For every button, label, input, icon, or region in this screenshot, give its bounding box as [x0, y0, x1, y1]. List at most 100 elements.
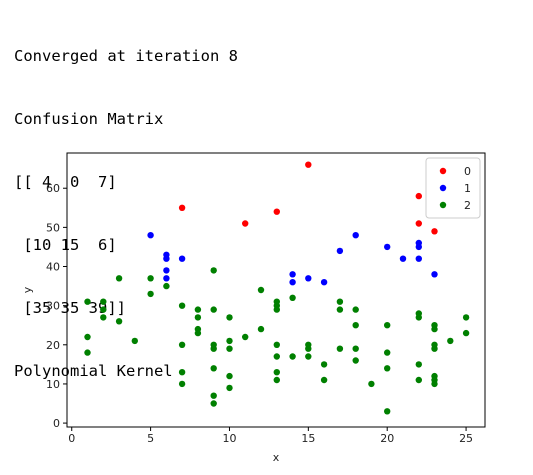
point-class-2-14 — [178, 369, 186, 376]
point-class-2-62 — [415, 314, 422, 321]
point-class-2-28 — [226, 337, 233, 345]
x-tick-label-10: 10 — [222, 432, 236, 445]
y-tick-label-10: 10 — [46, 378, 60, 391]
points-layer — [84, 161, 470, 415]
point-class-0-1 — [242, 220, 249, 227]
point-class-2-31 — [226, 384, 233, 392]
point-class-2-73 — [462, 314, 470, 321]
point-class-2-1 — [84, 333, 91, 341]
point-class-2-40 — [273, 369, 280, 376]
point-class-2-6 — [115, 275, 123, 282]
output-line-converged: Converged at iteration 8 — [14, 47, 238, 65]
point-class-1-12 — [384, 243, 391, 251]
point-class-2-66 — [431, 325, 438, 333]
output-line-matrix-row-1: [[ 4 0 7] — [14, 173, 117, 191]
point-class-2-58 — [384, 349, 391, 356]
point-class-2-13 — [178, 341, 186, 348]
point-class-1-9 — [320, 279, 328, 286]
point-class-2-26 — [210, 400, 217, 407]
point-class-2-64 — [415, 376, 422, 384]
point-class-2-34 — [257, 325, 265, 333]
point-class-2-29 — [226, 345, 233, 352]
point-class-2-72 — [447, 337, 454, 345]
point-class-2-15 — [178, 380, 186, 388]
point-class-2-68 — [431, 345, 438, 352]
point-class-2-59 — [384, 365, 391, 372]
point-class-1-10 — [336, 247, 344, 255]
legend-label-0: 0 — [464, 165, 471, 178]
point-class-2-30 — [226, 372, 233, 380]
point-class-2-55 — [352, 357, 359, 364]
point-class-2-11 — [163, 282, 170, 290]
legend: 0 1 2 — [425, 157, 481, 219]
point-class-2-57 — [384, 322, 391, 329]
point-class-2-49 — [336, 298, 344, 305]
output-line-matrix-row-2: [10 15 6] — [14, 236, 117, 254]
point-class-1-5 — [178, 255, 186, 262]
legend-marker-2 — [439, 201, 447, 209]
point-class-2-12 — [178, 302, 186, 309]
point-class-2-54 — [352, 345, 359, 352]
point-class-1-15 — [415, 243, 422, 251]
point-class-2-46 — [305, 353, 312, 360]
x-axis-label: x — [273, 451, 280, 464]
point-class-2-42 — [289, 294, 296, 301]
point-class-2-48 — [320, 376, 328, 384]
point-class-1-7 — [289, 279, 296, 286]
ticks-layer: 0 5 10 15 20 25 0 10 20 30 40 50 60 — [46, 182, 473, 445]
point-class-2-25 — [210, 392, 217, 399]
point-class-2-0 — [84, 298, 91, 305]
point-class-2-9 — [147, 275, 154, 282]
point-class-2-8 — [131, 337, 138, 345]
point-class-2-10 — [147, 290, 154, 298]
point-class-2-43 — [289, 353, 296, 360]
point-class-2-27 — [226, 314, 233, 321]
point-class-2-33 — [257, 286, 265, 294]
legend-marker-0 — [439, 167, 447, 175]
point-class-2-37 — [273, 306, 280, 313]
point-class-2-4 — [100, 306, 107, 313]
cell-output-text: Converged at iteration 8 Confusion Matri… — [14, 4, 238, 403]
point-class-2-63 — [415, 361, 422, 368]
point-class-2-53 — [352, 322, 359, 329]
point-class-1-17 — [431, 271, 438, 278]
legend-marker-1 — [439, 184, 447, 192]
y-tick-label-60: 60 — [46, 182, 60, 195]
point-class-1-3 — [163, 267, 170, 274]
point-class-2-56 — [368, 380, 375, 388]
point-class-0-2 — [273, 208, 280, 215]
point-class-2-71 — [431, 380, 438, 388]
point-class-2-47 — [320, 361, 328, 368]
output-line-matrix-row-3: [35 35 39]] — [14, 299, 126, 317]
point-class-2-32 — [242, 333, 249, 341]
point-class-2-38 — [273, 341, 280, 348]
point-class-2-5 — [100, 314, 107, 321]
y-axis-label: y — [21, 286, 34, 293]
y-tick-label-20: 20 — [46, 339, 60, 352]
point-class-2-24 — [210, 365, 217, 372]
legend-box — [425, 157, 481, 219]
point-class-0-3 — [305, 161, 312, 168]
y-tick-label-50: 50 — [46, 221, 60, 234]
point-class-2-20 — [210, 267, 217, 274]
point-class-1-0 — [147, 232, 154, 239]
point-class-2-2 — [84, 349, 91, 356]
y-tick-label-0: 0 — [53, 417, 60, 430]
point-class-2-41 — [273, 376, 280, 384]
point-class-2-60 — [384, 408, 391, 415]
point-class-2-23 — [210, 345, 217, 352]
point-class-2-17 — [194, 314, 202, 321]
axes-frame — [66, 152, 486, 428]
x-tick-label-15: 15 — [301, 432, 315, 445]
legend-label-2: 2 — [464, 199, 471, 212]
y-tick-label-40: 40 — [46, 261, 60, 274]
point-class-2-19 — [194, 329, 202, 337]
point-class-2-50 — [336, 306, 344, 313]
point-class-1-6 — [289, 271, 296, 278]
point-class-2-21 — [210, 306, 217, 313]
point-class-0-5 — [415, 220, 422, 227]
point-class-2-51 — [336, 345, 344, 352]
x-tick-label-25: 25 — [459, 432, 473, 445]
point-class-1-13 — [399, 255, 407, 262]
